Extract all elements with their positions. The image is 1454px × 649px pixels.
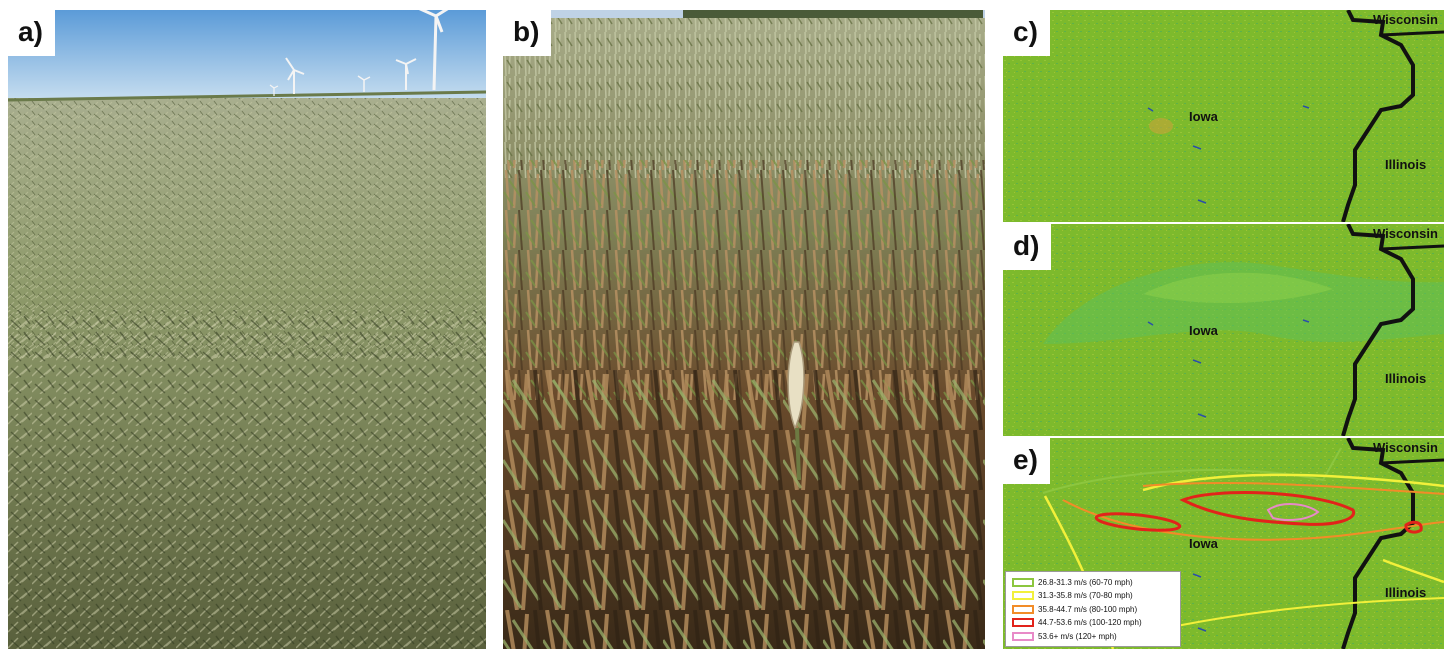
contour-100-120 bbox=[1094, 512, 1182, 532]
river-border bbox=[1341, 224, 1415, 436]
legend-label: 35.8-44.7 m/s (80-100 mph) bbox=[1038, 604, 1138, 614]
river-border bbox=[1341, 10, 1415, 222]
state-label-illinois: Illinois bbox=[1385, 371, 1427, 386]
radar-map bbox=[1003, 224, 1444, 436]
legend-item: 35.8-44.7 m/s (80-100 mph) bbox=[1012, 603, 1176, 617]
map-panel-e: e) Wisconsin Iowa Illinois 26.8-31.3 m/s… bbox=[1003, 438, 1444, 649]
field-photo-illustration bbox=[8, 10, 486, 649]
legend-item: 31.3-35.8 m/s (70-80 mph) bbox=[1012, 589, 1176, 603]
panel-label-b: b) bbox=[503, 10, 552, 56]
wind-speed-legend: 26.8-31.3 m/s (60-70 mph) 31.3-35.8 m/s … bbox=[1005, 570, 1181, 647]
legend-item: 53.6+ m/s (120+ mph) bbox=[1012, 630, 1176, 644]
wind-turbine-icon bbox=[395, 58, 417, 90]
legend-label: 31.3-35.8 m/s (70-80 mph) bbox=[1038, 591, 1133, 601]
radar-map bbox=[1003, 10, 1444, 222]
legend-swatch bbox=[1012, 591, 1034, 601]
panel-label-e: e) bbox=[1003, 438, 1050, 484]
state-label-wisconsin: Wisconsin bbox=[1373, 226, 1438, 241]
contour-120-plus bbox=[1266, 503, 1320, 521]
contour-80-100 bbox=[1062, 482, 1444, 541]
state-label-wisconsin: Wisconsin bbox=[1373, 440, 1438, 455]
corn-photo-illustration bbox=[503, 10, 985, 649]
legend-swatch bbox=[1012, 577, 1034, 587]
state-label-illinois: Illinois bbox=[1385, 157, 1427, 172]
legend-label: 44.7-53.6 m/s (100-120 mph) bbox=[1038, 618, 1142, 628]
state-label-illinois: Illinois bbox=[1385, 585, 1427, 600]
wind-turbine-icon bbox=[357, 75, 371, 92]
photo-flattened-field: a) bbox=[8, 10, 486, 649]
map-panel-c: c) Wisconsin Iowa Illinois bbox=[1003, 10, 1444, 222]
wind-turbine-icon bbox=[418, 10, 449, 91]
corn-ear-icon bbox=[787, 341, 805, 481]
legend-swatch bbox=[1012, 618, 1034, 628]
legend-label: 26.8-31.3 m/s (60-70 mph) bbox=[1038, 577, 1133, 587]
state-label-wisconsin: Wisconsin bbox=[1373, 12, 1438, 27]
photo-damaged-corn: b) bbox=[503, 10, 985, 649]
legend-swatch bbox=[1012, 631, 1034, 641]
legend-label: 53.6+ m/s (120+ mph) bbox=[1038, 631, 1117, 641]
legend-swatch bbox=[1012, 604, 1034, 614]
map-panel-d: d) Wisconsin Iowa Illinois bbox=[1003, 224, 1444, 436]
panel-label-d: d) bbox=[1003, 224, 1052, 270]
state-label-iowa: Iowa bbox=[1189, 323, 1218, 338]
wind-turbine-icon bbox=[285, 57, 305, 94]
legend-item: 26.8-31.3 m/s (60-70 mph) bbox=[1012, 576, 1176, 590]
state-label-iowa: Iowa bbox=[1189, 536, 1218, 551]
state-label-iowa: Iowa bbox=[1189, 109, 1218, 124]
contour-60-70 bbox=[1042, 447, 1342, 494]
wind-turbine-icon bbox=[269, 84, 279, 96]
panel-label-a: a) bbox=[8, 10, 55, 56]
panel-label-c: c) bbox=[1003, 10, 1050, 56]
legend-item: 44.7-53.6 m/s (100-120 mph) bbox=[1012, 616, 1176, 630]
